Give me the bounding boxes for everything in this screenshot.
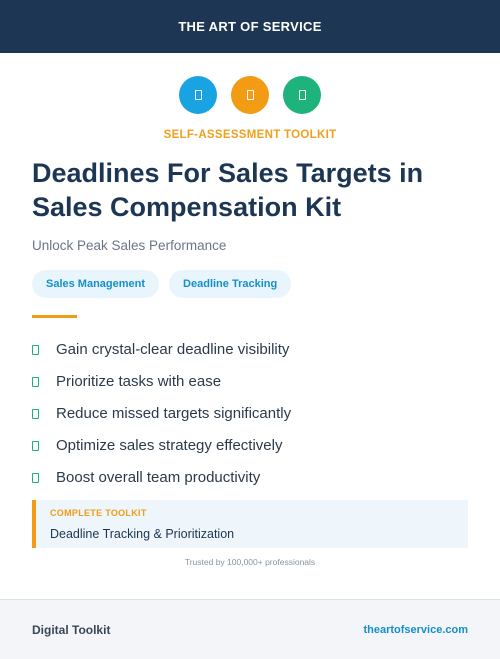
check-icon	[32, 440, 39, 451]
list-item: Gain crystal-clear deadline visibility	[32, 333, 472, 365]
footer-label: Digital Toolkit	[32, 622, 111, 637]
check-icon	[32, 472, 39, 483]
page-subtitle: Unlock Peak Sales Performance	[32, 238, 227, 253]
footer: Digital Toolkit theartofservice.com	[0, 599, 500, 659]
accent-divider	[32, 315, 77, 318]
trust-note: Trusted by 100,000+ professionals	[184, 557, 316, 567]
list-item: Prioritize tasks with ease	[32, 365, 472, 397]
benefit-text: Gain crystal-clear deadline visibility	[56, 340, 290, 358]
tag-list: Sales Management Deadline Tracking	[32, 270, 292, 298]
benefit-list: Gain crystal-clear deadline visibility P…	[32, 333, 472, 493]
icon-row	[0, 76, 500, 114]
callout-kicker: COMPLETE TOOLKIT	[50, 508, 147, 518]
benefit-text: Reduce missed targets significantly	[56, 404, 292, 422]
website-link[interactable]: theartofservice.com	[363, 623, 468, 636]
page-title: Deadlines For Sales Targets in Sales Com…	[32, 158, 424, 222]
benefit-text: Boost overall team productivity	[56, 468, 261, 486]
toolkit-callout: COMPLETE TOOLKIT Deadline Tracking & Pri…	[32, 500, 468, 548]
brand-name: THE ART OF SERVICE	[178, 19, 322, 34]
check-icon	[32, 376, 39, 387]
green-badge-icon	[283, 76, 321, 114]
list-item: Reduce missed targets significantly	[32, 397, 472, 429]
list-item: Boost overall team productivity	[32, 461, 472, 493]
tag-sales-management[interactable]: Sales Management	[32, 270, 160, 298]
blue-badge-icon	[179, 76, 217, 114]
list-item: Optimize sales strategy effectively	[32, 429, 472, 461]
check-icon	[32, 344, 39, 355]
tag-deadline-tracking[interactable]: Deadline Tracking	[169, 270, 292, 298]
benefit-text: Optimize sales strategy effectively	[56, 436, 283, 454]
benefit-text: Prioritize tasks with ease	[56, 372, 222, 390]
top-banner: THE ART OF SERVICE	[0, 0, 500, 53]
check-icon	[32, 408, 39, 419]
toolkit-kicker: SELF-ASSESSMENT TOOLKIT	[163, 129, 337, 141]
callout-text: Deadline Tracking & Prioritization	[50, 527, 235, 541]
orange-badge-icon	[231, 76, 269, 114]
